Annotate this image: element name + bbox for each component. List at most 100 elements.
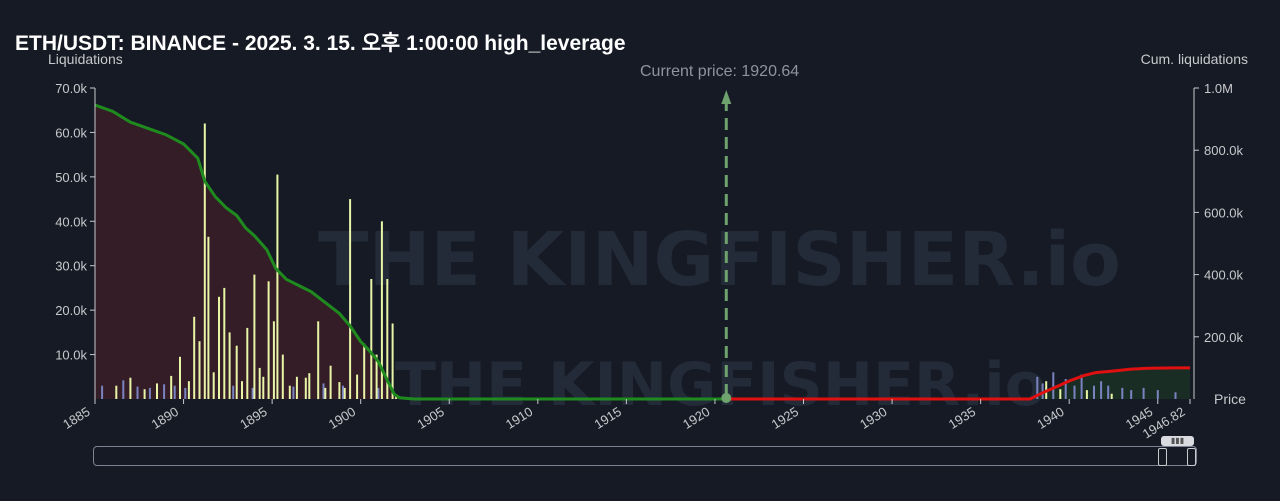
liquidation-bar — [193, 316, 196, 399]
liquidation-bar — [212, 372, 215, 399]
liquidation-bar — [375, 354, 378, 399]
liquidation-bar — [338, 382, 341, 399]
watermark-text: THE KINGFISHER.io — [318, 217, 1121, 303]
current-price-label: Current price: 1920.64 — [640, 63, 800, 80]
liquidation-bar — [148, 387, 151, 399]
y-tick-label: 40.0k — [55, 214, 87, 229]
liquidation-bar — [391, 323, 394, 399]
y-tick-label: 30.0k — [55, 259, 87, 274]
x-tick-label: 1900 — [326, 404, 358, 432]
liquidation-bar — [308, 373, 311, 399]
current-price-dot — [721, 393, 732, 403]
liquidation-bar — [179, 356, 181, 399]
cum-area — [95, 105, 727, 399]
liquidation-bar — [235, 345, 238, 399]
liquidation-bar — [1121, 387, 1124, 399]
right-axis-title: Cum. liquidations — [1140, 51, 1248, 67]
cum-liquidation-line — [94, 103, 727, 401]
liquidation-bar — [1142, 387, 1145, 399]
liquidation-bar — [295, 376, 298, 399]
liquidation-bar — [380, 221, 383, 399]
liquidation-bar — [156, 383, 158, 399]
liquidation-bar — [1130, 390, 1133, 399]
liquidation-bar — [1085, 390, 1088, 399]
liquidation-bar — [272, 321, 275, 400]
liquidation-bar — [363, 343, 366, 399]
liquidation-bar — [173, 385, 176, 399]
liquidation-bar — [251, 387, 254, 399]
liquidation-bar — [232, 385, 235, 399]
liquidation-bar — [187, 381, 190, 399]
liquidation-bar — [377, 387, 380, 399]
liquidation-bar — [143, 389, 146, 399]
liquidation-bar — [329, 365, 332, 399]
liquidation-bar — [281, 354, 284, 399]
liquidation-bar — [198, 341, 201, 399]
range-scrollbar[interactable] — [93, 446, 1197, 466]
y2-tick-label: 1.0M — [1204, 81, 1233, 96]
liquidation-bar — [170, 375, 173, 399]
range-handle-right[interactable] — [1187, 448, 1196, 466]
liquidation-bar — [1064, 379, 1067, 399]
liquidation-bar — [101, 385, 104, 399]
liquidation-bar — [292, 386, 295, 399]
liquidation-bar — [136, 386, 139, 399]
liquidation-bar — [262, 376, 265, 399]
liquidation-bar — [122, 380, 125, 399]
liquidation-bar — [253, 274, 256, 399]
liquidation-bar — [386, 279, 389, 399]
liquidation-bar — [1100, 381, 1103, 399]
y2-tick-label: 600.0k — [1204, 205, 1244, 220]
liquidation-bar — [207, 236, 210, 399]
liquidation-bar — [342, 385, 344, 399]
liquidation-bar — [1059, 389, 1062, 399]
y-tick-label: 60.0k — [55, 125, 87, 140]
y2-tick-label: 200.0k — [1204, 330, 1244, 345]
x-axis-title: Price — [1214, 391, 1246, 407]
liquidation-bar — [304, 377, 307, 399]
arrow-up-icon — [721, 90, 732, 104]
scrollbar-grip-icon[interactable]: ▮▮▮ — [1161, 436, 1194, 446]
liquidation-bar — [228, 332, 231, 399]
y-tick-label: 20.0k — [55, 303, 87, 318]
y-tick-label: 50.0k — [55, 170, 87, 185]
liquidation-bar — [395, 396, 398, 399]
liquidation-bar — [317, 321, 320, 400]
liquidation-bar — [1110, 393, 1113, 399]
liquidation-bar — [1156, 390, 1159, 399]
liquidation-bar — [343, 387, 346, 399]
watermark: THE KINGFISHER.io THE KINGFISHER.io — [318, 217, 1121, 420]
liquidation-bar — [1073, 385, 1076, 399]
liquidation-bar — [218, 296, 220, 399]
cum-liquidation-line — [726, 366, 1190, 401]
liquidation-bar — [324, 387, 327, 399]
liquidation-bar — [223, 287, 226, 399]
x-tick-label: 1895 — [237, 404, 269, 432]
liquidation-bar — [349, 199, 352, 399]
range-handle-left[interactable] — [1158, 448, 1167, 466]
liquidation-bar — [288, 385, 291, 399]
liquidation-bar — [203, 123, 206, 399]
liquidation-bar — [129, 377, 132, 399]
liquidation-bar — [356, 374, 359, 399]
liquidation-bar — [246, 327, 249, 399]
liquidation-bar — [1093, 385, 1095, 399]
liquidation-bar — [1052, 372, 1055, 399]
liquidation-bar — [276, 174, 279, 399]
liquidation-bar — [322, 383, 325, 399]
x-tick-label: 1885 — [60, 404, 92, 432]
liquidation-bar — [241, 381, 243, 399]
x-tick-label: 1890 — [149, 404, 181, 432]
liquidation-bar — [1080, 374, 1083, 399]
y2-tick-label: 400.0k — [1204, 268, 1244, 283]
liquidation-bar — [258, 367, 261, 399]
liquidation-bar — [115, 385, 118, 399]
liquidation-bar — [1107, 385, 1110, 399]
liquidation-bar — [370, 279, 373, 399]
liquidation-bar — [1174, 392, 1177, 399]
liquidation-bar — [163, 384, 166, 399]
left-axis-title: Liquidations — [48, 51, 123, 67]
liquidation-bar — [267, 281, 270, 399]
y2-tick-label: 800.0k — [1204, 143, 1244, 158]
